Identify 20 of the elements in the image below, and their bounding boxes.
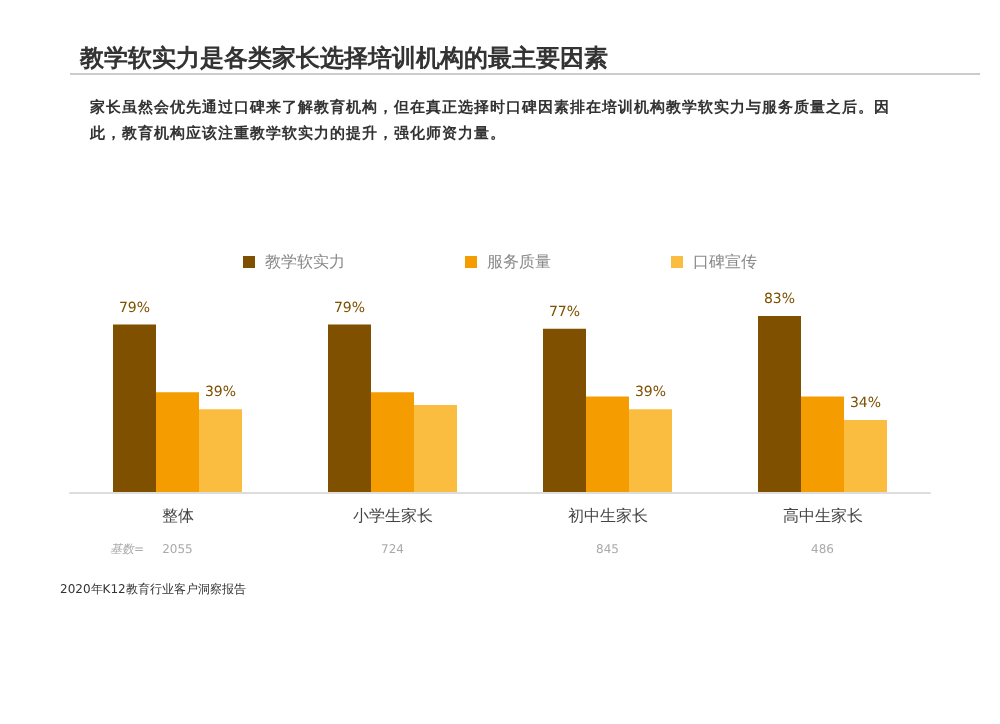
bar bbox=[414, 405, 457, 492]
x-tick-label: 初中生家长 bbox=[567, 507, 648, 525]
bar bbox=[543, 328, 586, 492]
chart-title: 教学软实力是各类家长选择培训机构的最主要因素 bbox=[78, 44, 608, 72]
bar bbox=[586, 396, 629, 492]
x-tick-label: 整体 bbox=[161, 507, 194, 525]
bar bbox=[113, 324, 156, 492]
bar bbox=[156, 392, 199, 492]
bar bbox=[801, 396, 844, 492]
bar bbox=[328, 324, 371, 492]
legend-label: 服务质量 bbox=[487, 253, 551, 271]
x-tick-label: 小学生家长 bbox=[352, 507, 433, 525]
bar bbox=[199, 409, 242, 492]
bar bbox=[371, 392, 414, 492]
x-tick-label: 高中生家长 bbox=[782, 507, 863, 525]
bar bbox=[844, 419, 887, 492]
bar bbox=[629, 409, 672, 492]
legend-label: 口碑宣传 bbox=[693, 253, 757, 271]
legend-label: 教学软实力 bbox=[265, 253, 345, 271]
bar bbox=[758, 316, 801, 492]
